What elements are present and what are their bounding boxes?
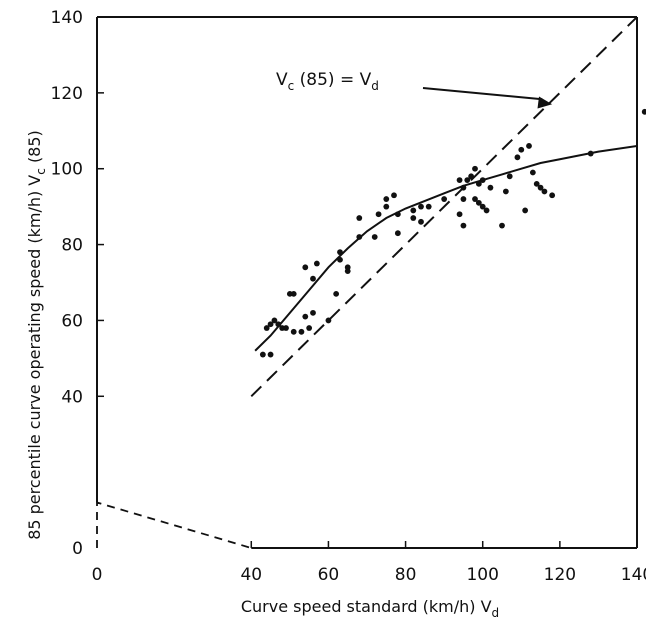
data-point bbox=[526, 143, 532, 149]
data-point bbox=[472, 165, 478, 172]
x-tick-label: 80 bbox=[395, 565, 417, 585]
data-point bbox=[468, 173, 475, 180]
data-point bbox=[310, 309, 316, 316]
data-point bbox=[483, 207, 490, 214]
data-point bbox=[302, 264, 309, 271]
data-point bbox=[383, 196, 390, 202]
data-point bbox=[333, 290, 340, 297]
x-axis-label-main: Curve speed standard (km/h) V bbox=[241, 597, 492, 616]
data-point bbox=[371, 234, 378, 240]
data-point bbox=[518, 146, 525, 153]
data-point bbox=[391, 192, 397, 199]
data-point bbox=[356, 234, 363, 240]
x-tick-label: 140 bbox=[621, 565, 646, 585]
y-tick-label: 40 bbox=[61, 387, 83, 407]
x-tick-label: 60 bbox=[318, 565, 340, 585]
data-point bbox=[410, 207, 417, 214]
y-axis-label-subscript: c bbox=[34, 168, 48, 175]
y-axis-label: 85 percentile curve operating speed (km/… bbox=[25, 130, 48, 540]
equality-dashed-line bbox=[250, 16, 638, 397]
data-point bbox=[306, 325, 313, 331]
data-point bbox=[502, 188, 509, 195]
data-point bbox=[267, 351, 274, 358]
data-point bbox=[479, 203, 486, 210]
y-axis-ticks: 0 40 60 80 100 120 140 bbox=[51, 8, 104, 559]
data-point bbox=[394, 230, 401, 237]
data-point bbox=[641, 108, 646, 115]
y-axis-label-main: 85 percentile curve operating speed (km/… bbox=[25, 175, 44, 540]
data-point bbox=[425, 203, 432, 210]
data-point bbox=[456, 177, 463, 183]
data-point bbox=[313, 260, 320, 267]
x-tick-label: 40 bbox=[240, 565, 262, 585]
data-point bbox=[464, 177, 471, 183]
data-point bbox=[267, 321, 274, 328]
data-point bbox=[529, 169, 536, 176]
x-axis-label-subscript: d bbox=[492, 606, 500, 620]
data-point bbox=[460, 196, 467, 202]
data-point bbox=[475, 180, 482, 187]
x-tick-label: 120 bbox=[544, 565, 576, 585]
data-point bbox=[298, 328, 305, 335]
data-point bbox=[337, 256, 343, 263]
data-point bbox=[290, 328, 297, 335]
axis-dashed-extension bbox=[96, 501, 252, 549]
data-point bbox=[418, 218, 424, 225]
fitted-curve bbox=[254, 144, 638, 352]
data-point bbox=[275, 321, 282, 328]
data-point bbox=[475, 199, 482, 206]
annotation-label: Vc (85) = Vd bbox=[276, 70, 379, 93]
data-point bbox=[472, 196, 478, 202]
data-point bbox=[514, 154, 521, 161]
data-point bbox=[460, 184, 467, 191]
data-point bbox=[522, 207, 529, 214]
data-point bbox=[356, 215, 363, 221]
y-axis-label-suffix: (85) bbox=[25, 130, 44, 168]
data-point bbox=[394, 211, 401, 218]
annotation-arrow-shaft bbox=[422, 87, 543, 101]
data-point bbox=[533, 180, 540, 187]
x-axis-label: Curve speed standard (km/h) Vd bbox=[241, 597, 499, 620]
data-point bbox=[499, 222, 505, 229]
data-point bbox=[263, 325, 270, 331]
data-point bbox=[259, 351, 266, 358]
data-point bbox=[541, 188, 548, 195]
data-point bbox=[271, 317, 278, 324]
plot-frame bbox=[96, 16, 638, 549]
data-point bbox=[549, 192, 556, 199]
x-tick-label: 0 bbox=[92, 565, 103, 585]
data-point bbox=[537, 184, 544, 191]
y-tick-label: 80 bbox=[61, 236, 83, 256]
y-tick-label: 140 bbox=[51, 8, 83, 28]
x-axis-ticks: 0 40 60 80 100 120 140 bbox=[92, 541, 646, 585]
data-point bbox=[325, 317, 332, 324]
annotation-arrow-head bbox=[537, 96, 553, 109]
y-tick-label: 120 bbox=[51, 84, 83, 104]
data-point bbox=[375, 211, 382, 218]
data-point bbox=[337, 249, 343, 256]
data-point bbox=[302, 313, 309, 320]
y-tick-label: 60 bbox=[61, 311, 83, 331]
data-point bbox=[506, 173, 513, 180]
data-point bbox=[460, 222, 467, 229]
data-point bbox=[487, 184, 494, 191]
data-point bbox=[587, 150, 594, 157]
data-points bbox=[259, 108, 646, 358]
data-point bbox=[290, 290, 297, 297]
data-point bbox=[410, 215, 417, 221]
data-point bbox=[310, 275, 316, 282]
y-tick-label: 100 bbox=[51, 160, 83, 180]
data-point bbox=[283, 325, 289, 331]
equality-annotation bbox=[422, 87, 553, 109]
series-lines bbox=[96, 16, 638, 549]
x-tick-label: 100 bbox=[466, 565, 498, 585]
data-point bbox=[418, 203, 424, 210]
data-point bbox=[456, 211, 463, 218]
data-point bbox=[344, 264, 351, 271]
data-point bbox=[479, 177, 486, 183]
y-tick-label: 0 bbox=[72, 539, 83, 559]
data-point bbox=[441, 196, 448, 202]
data-point bbox=[383, 203, 390, 210]
